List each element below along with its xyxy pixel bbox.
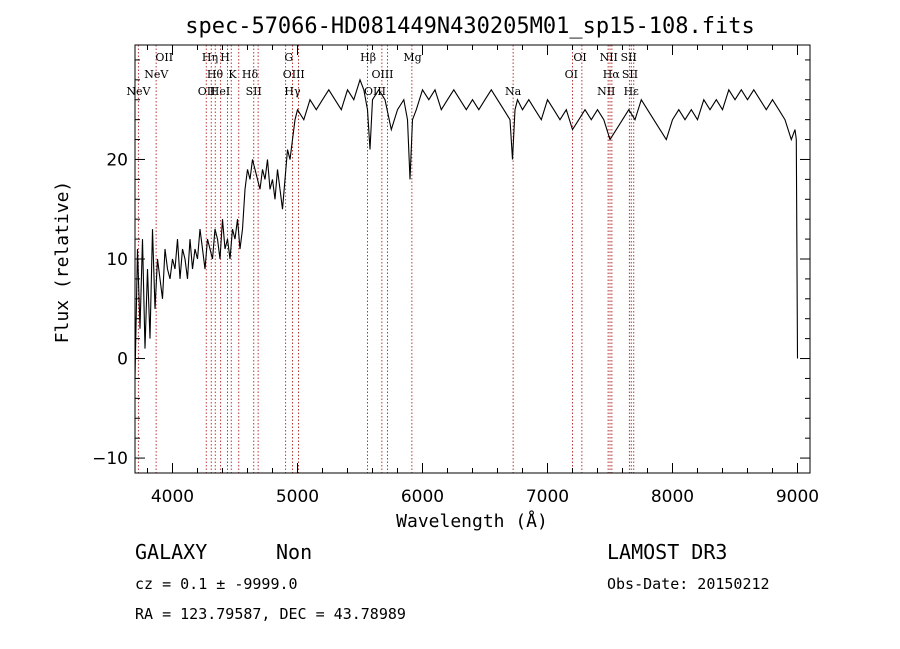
x-tick-label: 7000 xyxy=(526,487,569,507)
spectral-line-label: Hα xyxy=(603,68,621,81)
spectral-line-label: HeI xyxy=(210,85,230,98)
x-tick-label: 5000 xyxy=(276,487,319,507)
spectrum-line xyxy=(134,78,799,379)
spectral-line-label: OI xyxy=(573,51,586,64)
spectral-line-label: NeV xyxy=(144,68,169,81)
spectral-line-label: OIII xyxy=(283,68,305,81)
spectral-line-label: OIII xyxy=(371,68,393,81)
x-axis-ticks: 4000 5000 6000 7000 8000 9000 xyxy=(147,45,819,507)
plot-frame xyxy=(134,44,811,474)
spectral-line-label: SII xyxy=(246,85,262,98)
spectral-line-label: G xyxy=(284,51,293,64)
spectral-line-label: SII xyxy=(621,51,637,64)
x-tick-label: 9000 xyxy=(776,487,819,507)
spectral-line-label: H xyxy=(220,51,230,64)
object-subclass: Non xyxy=(276,540,312,564)
spectral-line-label: K xyxy=(228,68,237,81)
spectral-line-label: Hγ xyxy=(284,85,301,98)
y-axis-label: Flux (relative) xyxy=(52,181,73,344)
y-tick-label: 10 xyxy=(106,250,128,270)
y-tick-label: 0 xyxy=(117,350,128,370)
y-axis-ticks: −10 0 10 20 xyxy=(92,59,810,469)
obs-date: Obs-Date: 20150212 xyxy=(607,575,770,593)
spectral-line-label: OI xyxy=(565,68,578,81)
spectral-line-label: Hβ xyxy=(360,51,376,64)
spectral-line-label: OIII xyxy=(364,85,386,98)
spectral-line-label: SII xyxy=(622,68,638,81)
spectral-line-label: NII xyxy=(597,85,615,98)
spectral-line-label: Hθ xyxy=(207,68,224,81)
spectral-line-markers xyxy=(137,45,635,473)
spectral-line-labels: NeV NeV OII OII Hη Hθ HeI HK Hδ SII G OIII Hγ Hβ OIII O… xyxy=(126,51,639,98)
coordinates: RA = 123.79587, DEC = 43.78989 xyxy=(135,605,406,623)
x-axis-label: Wavelength (Å) xyxy=(396,510,548,532)
chart-title: spec-57066-HD081449N430205M01_sp15-108.f… xyxy=(185,14,755,39)
redshift-line: cz = 0.1 ± -9999.0 xyxy=(135,575,298,593)
spectral-line-label: Na xyxy=(505,85,522,98)
y-tick-label: 20 xyxy=(106,150,128,170)
spectral-line-label: Hε xyxy=(624,85,640,98)
x-tick-label: 8000 xyxy=(651,487,694,507)
spectral-line-label: Mg xyxy=(403,51,421,64)
x-tick-label: 6000 xyxy=(401,487,444,507)
spectral-line-label: Hδ xyxy=(242,68,259,81)
object-class: GALAXY xyxy=(135,540,207,564)
survey-name: LAMOST DR3 xyxy=(607,540,727,564)
x-tick-label: 4000 xyxy=(151,487,194,507)
spectral-line-label: NII xyxy=(600,51,618,64)
spectral-line-label: OII xyxy=(155,51,173,64)
y-tick-label: −10 xyxy=(92,449,128,469)
spectral-line-label: Hη xyxy=(202,51,218,64)
spectral-line-label: NeV xyxy=(126,85,151,98)
spectrum-series xyxy=(134,78,799,379)
spectral-line-label: OII xyxy=(198,85,216,98)
